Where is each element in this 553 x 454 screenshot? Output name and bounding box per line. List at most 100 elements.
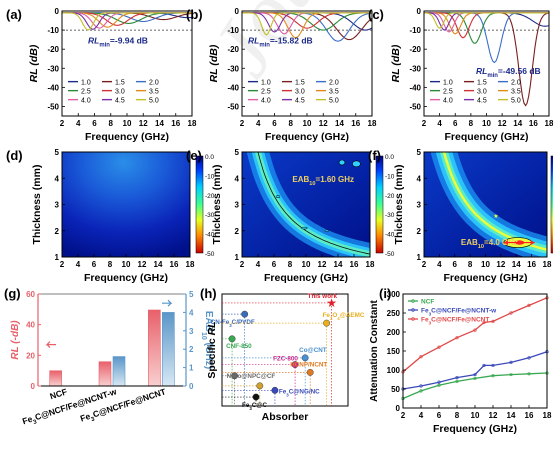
colorbar-tick-label: -50 bbox=[385, 251, 395, 258]
x-tick-label: 16 bbox=[171, 119, 180, 128]
y-tick-label: 1 bbox=[235, 253, 240, 262]
legend-label: 4.0 bbox=[81, 98, 91, 105]
x-tick-label: 18 bbox=[543, 411, 552, 420]
panel-label: (b) bbox=[186, 7, 203, 22]
legend-marker bbox=[411, 317, 415, 321]
legend-label: 1.0 bbox=[261, 80, 271, 87]
series-point-2 bbox=[419, 355, 423, 359]
y-tick-label: 5 bbox=[417, 148, 422, 157]
x-tick-label: 10 bbox=[302, 260, 311, 269]
arrow-right bbox=[162, 299, 173, 307]
rl-curves bbox=[424, 12, 549, 107]
eab-arrowhead bbox=[503, 240, 508, 246]
x-tick-label: 8 bbox=[108, 260, 113, 269]
rl-min-annotation: RLmin=-49.56 dB bbox=[476, 66, 541, 79]
colorbar-tick-label: -30 bbox=[385, 212, 395, 219]
x-tick-label: 12 bbox=[489, 411, 498, 420]
x-tick-label: 18 bbox=[543, 260, 552, 269]
bar-rl-2 bbox=[148, 309, 161, 387]
legend-label: 1.0 bbox=[81, 80, 91, 87]
legend-label: 4.0 bbox=[443, 98, 453, 105]
x-tick-label: 14 bbox=[507, 411, 516, 420]
rl-panel-0: (a) 2 4 6 8 10 12 14 16 18 0 -10 -20 -30 -40 -50 Frequen… bbox=[6, 7, 197, 143]
x-tick-label: 6 bbox=[92, 260, 97, 269]
panel-label: (e) bbox=[186, 148, 202, 163]
legend-label: 1.5 bbox=[295, 80, 305, 87]
y-tick-label: -30 bbox=[227, 64, 239, 73]
y-tick-label: 20 bbox=[26, 351, 35, 360]
y-axis-label: Thickness (mm) bbox=[393, 165, 405, 245]
x-tick-label: 16 bbox=[351, 119, 360, 128]
y-tick-label: 50 bbox=[391, 385, 400, 394]
rl-curves bbox=[62, 12, 192, 31]
x-axis-label: Absorber bbox=[262, 411, 309, 423]
contour-map bbox=[62, 152, 190, 257]
x-tick-label: 16 bbox=[529, 119, 538, 128]
y-tick-label: 150 bbox=[387, 347, 401, 356]
x-tick-label: 2 bbox=[240, 119, 245, 128]
y-axis-label: Attenuation Constant bbox=[369, 300, 380, 402]
y2-tick-label: 4 bbox=[189, 308, 194, 317]
panel-label: (a) bbox=[6, 7, 22, 22]
x-tick-label: 2 bbox=[401, 411, 406, 420]
legend-label: 3.5 bbox=[329, 89, 339, 96]
legend-label: 3.5 bbox=[511, 89, 521, 96]
y-tick-label: 300 bbox=[387, 290, 401, 299]
resonance-band bbox=[257, 152, 370, 255]
y-tick-label: 2 bbox=[417, 227, 422, 236]
series-point-1 bbox=[437, 380, 441, 384]
point-marker-7 bbox=[306, 368, 314, 376]
contour-island bbox=[338, 159, 346, 166]
y-tick-label: 3 bbox=[235, 201, 240, 210]
legend-label: 4.0 bbox=[261, 98, 271, 105]
point-marker-0: ★ bbox=[326, 296, 337, 310]
x-axis-label: Frequency (GHz) bbox=[443, 272, 527, 284]
x-tick-label: 10 bbox=[303, 119, 312, 128]
point-marker-10 bbox=[256, 382, 264, 390]
legend-label-2: Fe3C@NCF/Fe@NCNT bbox=[421, 317, 489, 326]
legend-label: 4.5 bbox=[477, 98, 487, 105]
point-marker-5 bbox=[291, 361, 299, 368]
y-tick-label: -50 bbox=[409, 102, 421, 111]
series-point-2 bbox=[455, 336, 459, 340]
y-tick-label: 0 bbox=[417, 7, 422, 16]
legend-label: 4.5 bbox=[115, 98, 125, 105]
series-point-2 bbox=[491, 319, 495, 323]
panel-label: (i) bbox=[379, 286, 391, 301]
x-tick-label: 6 bbox=[272, 260, 277, 269]
x-tick-label: 12 bbox=[319, 119, 328, 128]
x-tick-label: 14 bbox=[155, 119, 164, 128]
y-tick-label: -40 bbox=[227, 83, 239, 92]
x-tick-label: 8 bbox=[469, 119, 474, 128]
x-tick-label: 6 bbox=[92, 119, 97, 128]
legend-label-1: Fe3C@NCF/Fe@NCNT-w bbox=[421, 308, 497, 317]
y-tick-label: -10 bbox=[227, 26, 239, 35]
x-tick-label: 10 bbox=[481, 260, 490, 269]
x-tick-label: 4 bbox=[437, 119, 442, 128]
y-tick-label: 250 bbox=[387, 309, 401, 318]
y-tick-label: -10 bbox=[47, 26, 59, 35]
colorbar-tick-label: 0.0 bbox=[205, 154, 214, 161]
series-point-0 bbox=[419, 389, 423, 393]
x-axis-label: Frequency (GHz) bbox=[84, 272, 168, 284]
panel-label: (c) bbox=[368, 7, 384, 22]
y-axis-label: RL (-dB) bbox=[10, 320, 21, 360]
y-tick-label: -30 bbox=[409, 64, 421, 73]
y-tick-label: 3 bbox=[55, 201, 60, 210]
x-tick-label: 16 bbox=[170, 260, 179, 269]
series-point-0 bbox=[509, 372, 513, 377]
x-tick-label: 18 bbox=[186, 260, 195, 269]
series-point-0 bbox=[455, 379, 459, 384]
panel-label: (f) bbox=[368, 148, 381, 163]
rl-curves bbox=[242, 12, 372, 42]
x-tick-label: 12 bbox=[138, 260, 147, 269]
colorbar-tick-label: -10 bbox=[385, 173, 395, 180]
series-point-1 bbox=[509, 360, 513, 365]
x-tick-label: 2 bbox=[240, 260, 245, 269]
x-tick-label: 16 bbox=[350, 260, 359, 269]
rl-curve-5.0 bbox=[242, 12, 372, 36]
y-axis-label: RL (dB) bbox=[28, 44, 40, 82]
series-line-2 bbox=[402, 297, 548, 373]
colorbar-tick-label: -20 bbox=[385, 193, 395, 200]
